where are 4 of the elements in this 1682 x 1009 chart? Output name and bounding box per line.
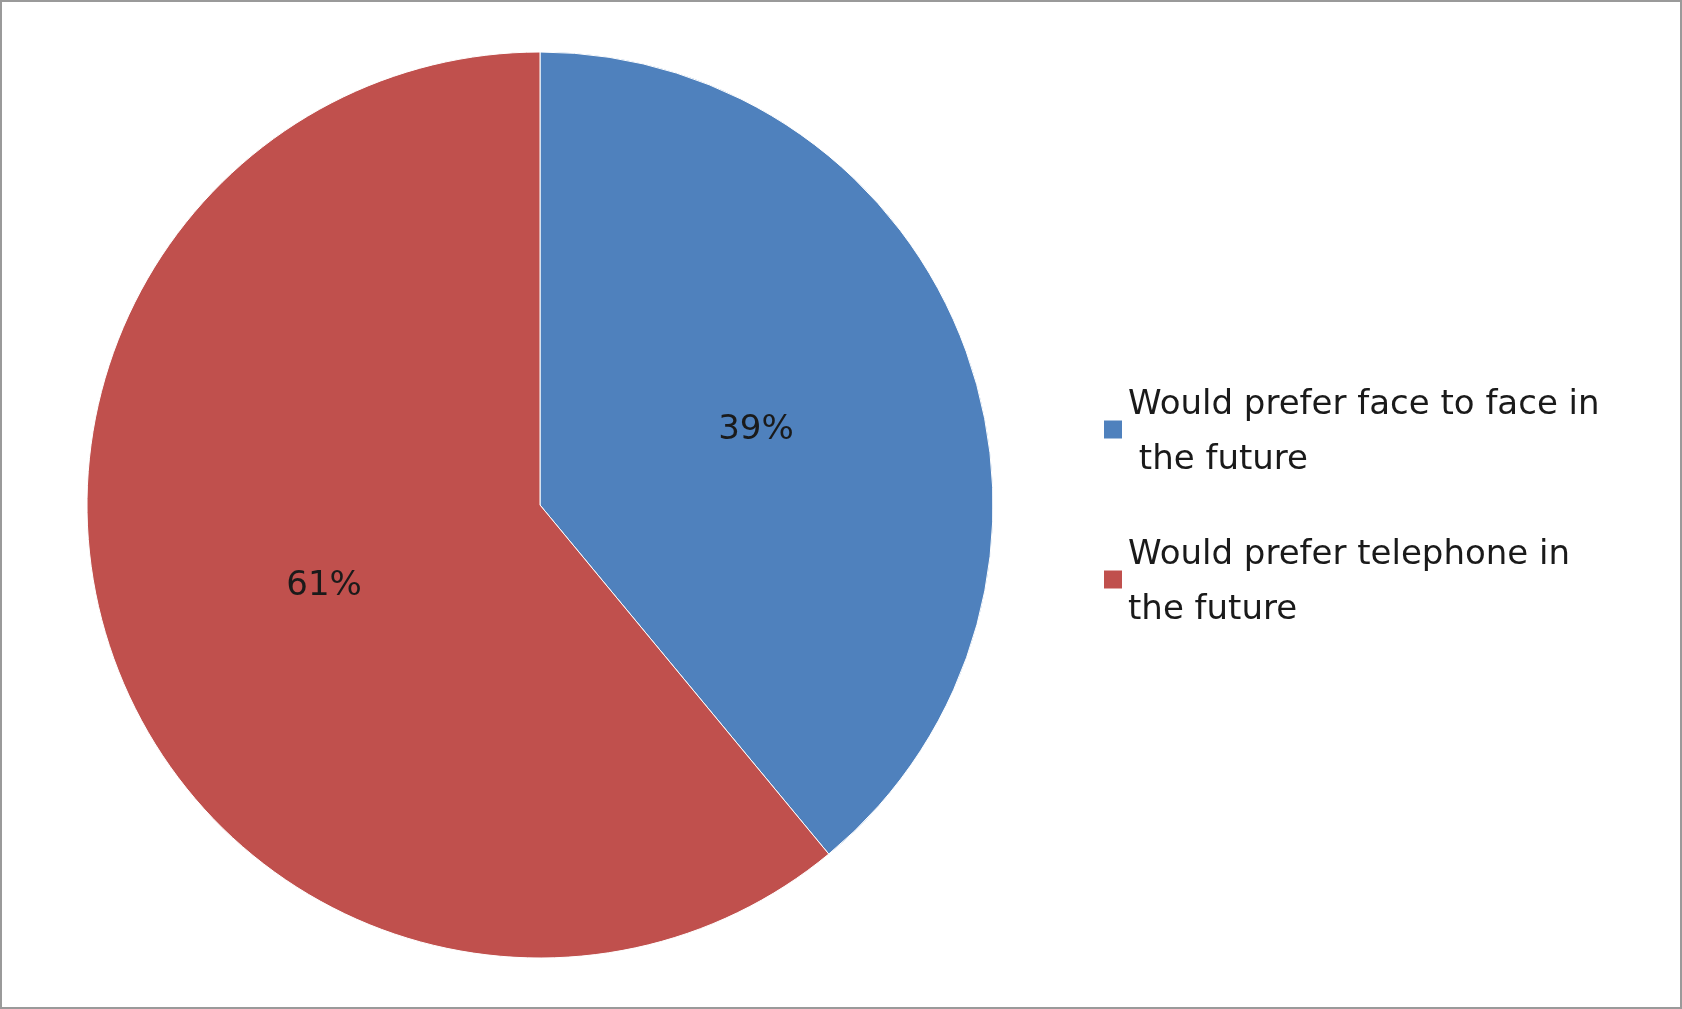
data-label: 39% [718,407,794,448]
legend-label: Would prefer face to face in the future [1128,382,1600,477]
legend-label: Would prefer telephone in the future [1128,532,1581,627]
data-label: 61% [286,562,362,603]
